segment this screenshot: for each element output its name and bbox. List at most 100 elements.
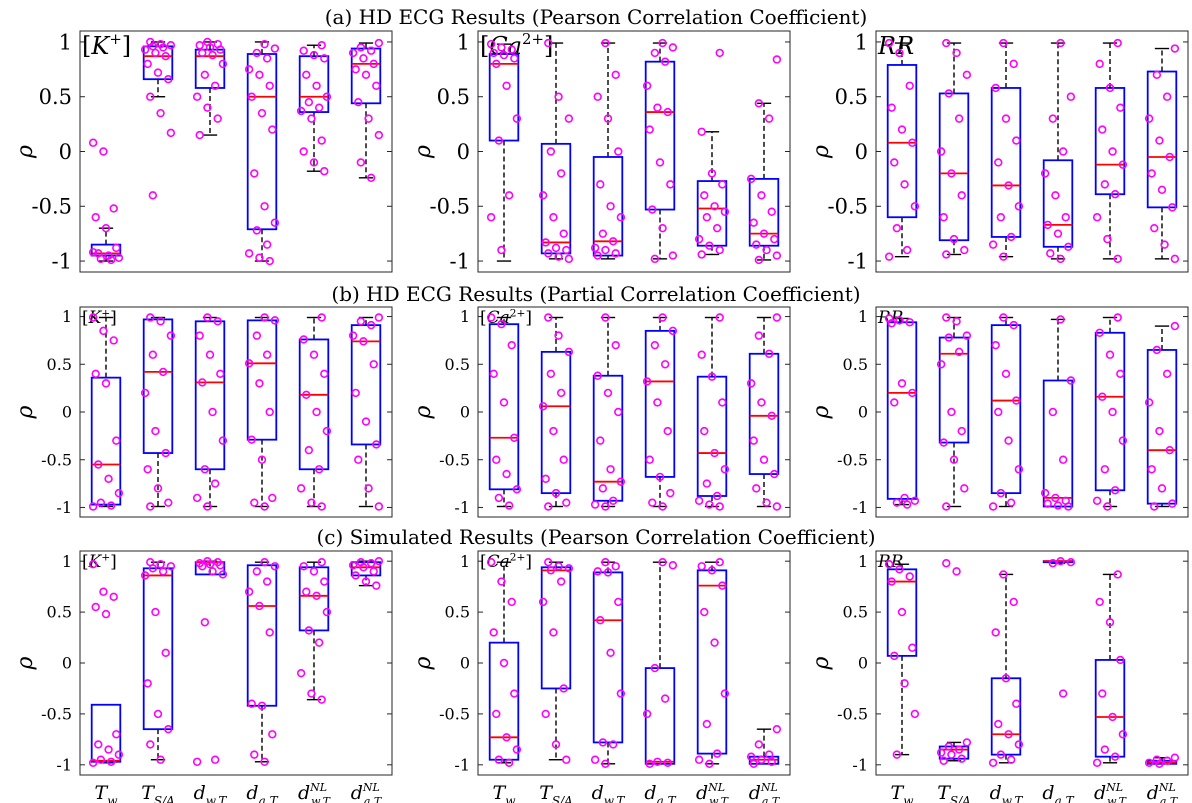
data-point [304, 626, 314, 635]
data-point [262, 240, 272, 249]
data-point [354, 98, 363, 107]
y-tick-label: 1 [62, 552, 72, 571]
data-point [939, 213, 948, 222]
data-point [1113, 313, 1122, 322]
data-point [499, 50, 509, 60]
data-point [252, 331, 262, 340]
data-point [213, 317, 222, 326]
data-point [1144, 114, 1154, 123]
data-point [564, 114, 574, 123]
data-point [720, 689, 730, 698]
data-point [1092, 496, 1102, 505]
data-point [1014, 465, 1024, 474]
data-point [764, 114, 774, 123]
box-iqr [142, 567, 174, 731]
data-point [895, 565, 904, 574]
panel-label-base: K [88, 308, 103, 328]
panel-label-bracket: [ [480, 552, 487, 572]
data-point [109, 592, 118, 602]
data-point [601, 38, 610, 48]
data-point [1118, 160, 1128, 169]
data-point [996, 213, 1006, 222]
data-point [549, 426, 558, 436]
data-point [957, 426, 966, 436]
data-point [749, 218, 758, 227]
data-point [309, 350, 319, 359]
data-point [957, 754, 966, 763]
data-point [614, 407, 623, 417]
y-tick-label: 0 [460, 403, 470, 422]
data-point [265, 81, 274, 90]
data-point [772, 724, 782, 734]
box-iqr [644, 329, 676, 478]
data-point [942, 502, 951, 511]
data-point [296, 484, 306, 493]
x-tick-label-sup: NL [760, 781, 778, 794]
data-point [166, 41, 176, 50]
box-iqr [644, 60, 676, 211]
data-point [541, 474, 550, 484]
data-point [1165, 445, 1174, 455]
data-point [1058, 147, 1068, 156]
box-3 [590, 557, 626, 768]
data-point [890, 651, 899, 661]
data-point [244, 249, 254, 258]
data-point [887, 319, 896, 328]
data-point [746, 174, 756, 184]
box-3 [988, 570, 1024, 767]
data-point [1064, 502, 1073, 511]
data-point [596, 180, 605, 189]
axes-frame [477, 306, 791, 518]
data-point [994, 158, 1003, 167]
data-point [642, 81, 652, 90]
data-point [359, 54, 368, 63]
data-point [88, 560, 98, 569]
data-point [544, 249, 553, 258]
x-tick-label-sub: S/A [552, 794, 573, 803]
data-point [247, 92, 256, 101]
data-point [564, 254, 574, 264]
y-tick-label: -1 [852, 498, 868, 517]
data-point [606, 202, 615, 211]
x-tick-label: Tw [493, 782, 517, 803]
data-point [1040, 169, 1050, 178]
y-axis-label: ρ [411, 405, 436, 419]
data-point [320, 369, 329, 379]
data-point [546, 369, 556, 379]
data-point [109, 204, 118, 213]
data-point [544, 557, 553, 567]
box-4 [244, 39, 280, 266]
data-point [988, 758, 998, 767]
data-point [1100, 465, 1110, 474]
box-iqr [90, 243, 122, 257]
data-point [910, 709, 920, 719]
data-point [262, 350, 272, 359]
box-iqr [1146, 70, 1178, 209]
data-point [369, 360, 378, 369]
data-point [593, 92, 602, 101]
data-point [262, 577, 272, 586]
data-point [905, 318, 914, 327]
data-point [140, 571, 150, 580]
data-point [746, 379, 756, 388]
y-tick-label: -1 [450, 249, 470, 273]
data-point [598, 484, 608, 493]
data-point [499, 398, 509, 407]
data-point [697, 250, 706, 259]
data-point [489, 628, 498, 637]
data-point [949, 234, 959, 244]
data-point [1105, 350, 1115, 359]
data-point [991, 340, 1000, 350]
box-iqr [488, 53, 520, 142]
data-point [564, 564, 574, 573]
data-point [1092, 213, 1102, 222]
panel-label-sup: 2+ [510, 551, 526, 563]
data-point [697, 127, 706, 136]
data-point [908, 388, 917, 398]
data-point [158, 43, 168, 52]
data-point [1110, 752, 1120, 761]
data-point [754, 740, 764, 749]
data-point [104, 745, 113, 754]
x-tick-label: dNL w,T [298, 781, 332, 803]
y-tick-label: 0 [855, 140, 868, 164]
